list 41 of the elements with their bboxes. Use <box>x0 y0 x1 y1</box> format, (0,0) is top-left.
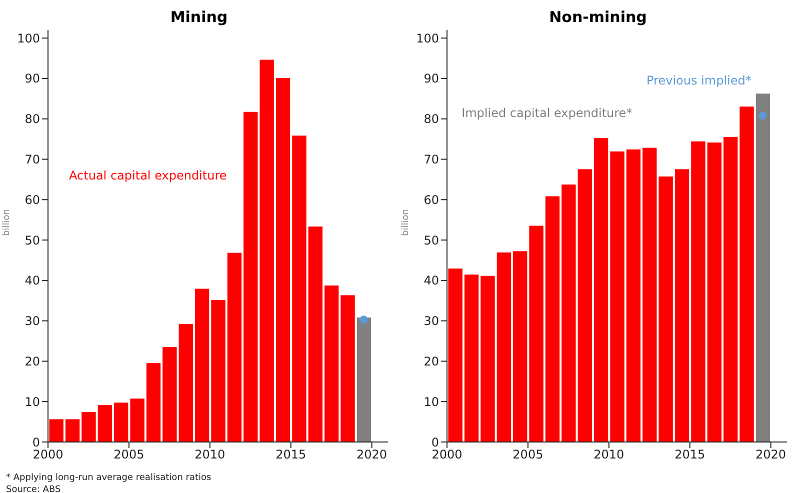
text: Previous implied* <box>646 74 752 88</box>
y-tick-label: 40 <box>424 274 439 288</box>
y-tick-label: 80 <box>424 112 439 126</box>
x-tick-label: 2010 <box>594 448 624 462</box>
x-tick-label: 2005 <box>512 448 544 462</box>
y-tick-label: 60 <box>424 192 439 207</box>
y-axis-title: billion <box>401 209 412 236</box>
text: * Applying long-run average realisation ratios <box>6 472 212 484</box>
y-tick-label: 10 <box>424 394 439 409</box>
x-tick-label: 2020 <box>356 448 388 462</box>
x-tick-label: 2015 <box>276 448 306 462</box>
y-tick-label: 100 <box>416 31 439 46</box>
y-tick-label: 90 <box>24 72 40 86</box>
y-tick-label: 20 <box>24 354 40 368</box>
x-tick-label: 2000 <box>32 448 64 462</box>
source-note: Source: ABS <box>6 484 62 493</box>
x-tick-label: 2005 <box>114 448 144 462</box>
y-tick-label: 50 <box>24 233 40 248</box>
y-tick-label: 50 <box>424 233 439 248</box>
y-tick-label: 60 <box>24 192 40 207</box>
y-tick-label: 0 <box>431 435 439 450</box>
x-tick-label: 2010 <box>194 448 226 462</box>
chart-title: Non-mining <box>548 8 648 26</box>
y-tick-label: 80 <box>24 112 40 126</box>
y-tick-label: 20 <box>424 354 439 368</box>
y-tick-label: 30 <box>24 314 40 328</box>
y-tick-label: 40 <box>24 274 40 288</box>
y-tick-label: 100 <box>17 31 40 46</box>
y-axis-title: billion <box>2 209 12 236</box>
chart-title: Mining <box>169 8 229 26</box>
text: Implied capital expenditure* <box>462 106 632 120</box>
x-tick-label: 2015 <box>674 448 706 462</box>
series-label: Actual capital expenditure <box>69 168 227 182</box>
y-tick-label: 10 <box>24 394 40 409</box>
y-tick-label: 30 <box>424 314 439 328</box>
y-tick-label: 70 <box>424 152 439 167</box>
y-tick-label: 0 <box>32 435 40 450</box>
x-tick-label: 2000 <box>432 448 462 462</box>
y-tick-label: 90 <box>424 72 439 86</box>
y-tick-label: 70 <box>24 152 40 167</box>
x-tick-label: 2020 <box>756 448 786 462</box>
